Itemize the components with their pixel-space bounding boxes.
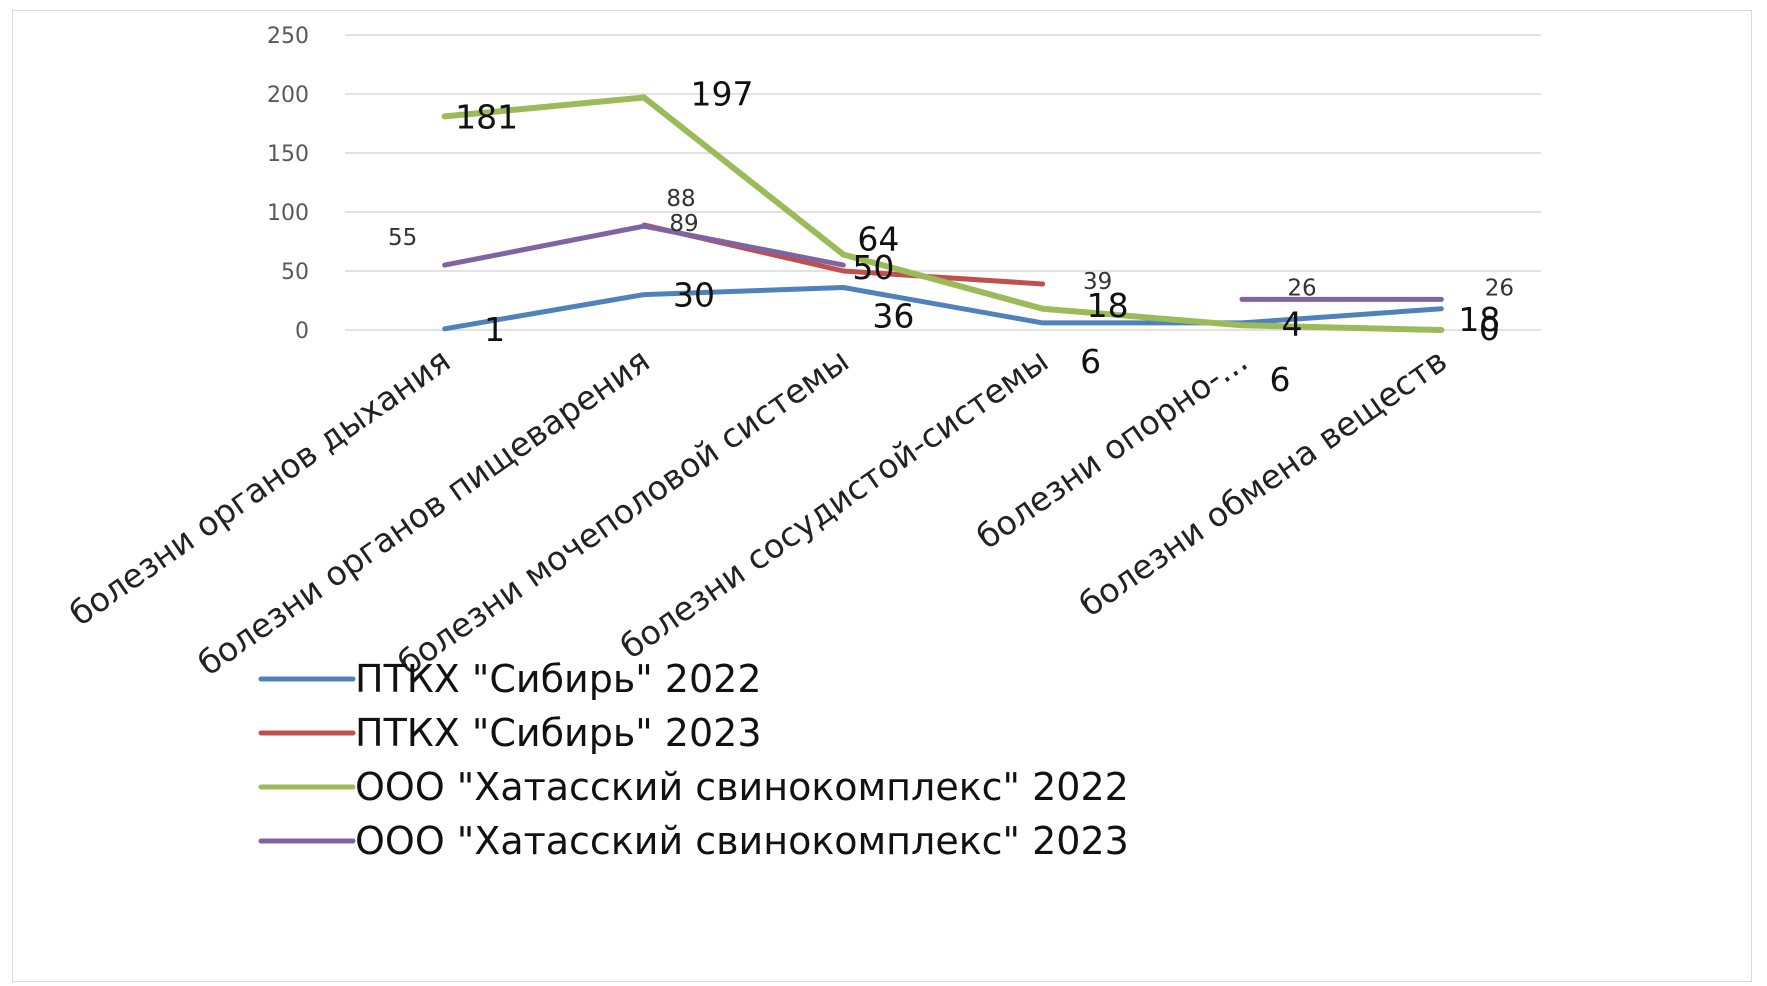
data-label: 50 bbox=[852, 248, 894, 287]
data-label: 6 bbox=[1080, 342, 1101, 381]
category-label: болезни органов дыхания bbox=[62, 341, 457, 634]
y-tick-label: 150 bbox=[267, 142, 309, 167]
data-labels: 1 30 36 6 6 18 89 50 39 181 197 64 18 4 0 55 88 26 26 bbox=[388, 75, 1514, 399]
series-line bbox=[442, 223, 846, 268]
y-tick-label: 250 bbox=[267, 24, 309, 49]
data-label: 0 bbox=[1479, 309, 1500, 348]
data-label: 30 bbox=[673, 276, 715, 315]
data-label: 88 bbox=[666, 186, 695, 212]
data-label: 18 bbox=[1458, 300, 1500, 339]
data-label: 197 bbox=[691, 75, 754, 114]
data-label: 26 bbox=[1287, 275, 1316, 301]
series-line bbox=[441, 94, 1445, 333]
legend-entry: ООО "Хатасский свинокомплекс" 2023 bbox=[355, 819, 1129, 863]
data-label: 36 bbox=[872, 297, 914, 336]
data-label: 4 bbox=[1282, 304, 1303, 343]
series-line bbox=[442, 285, 1444, 332]
data-label: 55 bbox=[388, 225, 417, 251]
gridlines bbox=[345, 34, 1541, 331]
legend-entry: ПТКХ "Сибирь" 2022 bbox=[355, 657, 762, 701]
y-tick-label: 100 bbox=[267, 201, 309, 226]
legend: ПТКХ "Сибирь" 2022 ПТКХ "Сибирь" 2023 ООО … bbox=[258, 657, 1129, 863]
legend-entry: ООО "Хатасский свинокомплекс" 2022 bbox=[355, 765, 1129, 809]
y-tick-label: 0 bbox=[295, 319, 309, 344]
chart-frame: 0 50 100 150 200 250 1 30 36 6 6 18 89 50 39 181 197 64 1… bbox=[12, 10, 1752, 982]
data-label: 18 bbox=[1087, 286, 1129, 325]
category-label: болезни обмена веществ bbox=[1072, 341, 1454, 625]
legend-entry: ПТКХ "Сибирь" 2023 bbox=[355, 711, 762, 755]
y-tick-label: 200 bbox=[267, 83, 309, 108]
data-label: 181 bbox=[455, 97, 518, 136]
data-label: 26 bbox=[1485, 275, 1514, 301]
data-label: 1 bbox=[484, 310, 505, 349]
y-axis-ticks: 0 50 100 150 200 250 bbox=[267, 24, 309, 344]
category-label: болезни сосудистой-системы bbox=[613, 341, 1055, 667]
data-label: 39 bbox=[1083, 269, 1112, 295]
data-label: 64 bbox=[857, 219, 899, 258]
series-lines bbox=[441, 94, 1445, 333]
data-label: 6 bbox=[1270, 360, 1291, 399]
y-tick-label: 50 bbox=[281, 260, 309, 285]
data-label: 89 bbox=[669, 211, 698, 237]
